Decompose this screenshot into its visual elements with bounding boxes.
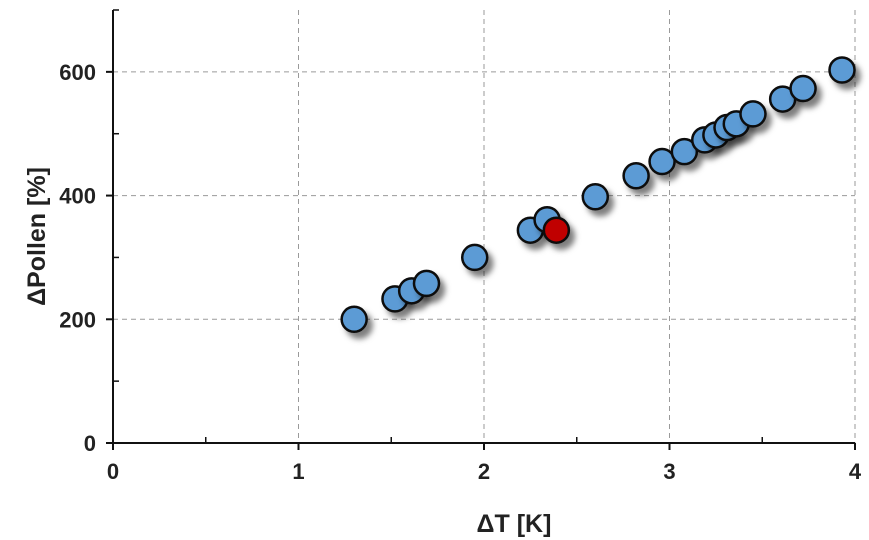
- data-point: [581, 183, 610, 211]
- data-point: [340, 305, 368, 334]
- data-point: [670, 137, 699, 166]
- y-axis-title: ΔPollen [%]: [23, 167, 51, 306]
- data-point: [460, 243, 489, 272]
- data-point: [622, 162, 650, 190]
- data-point: [542, 216, 571, 244]
- data-points: [340, 56, 856, 334]
- data-point: [789, 74, 817, 103]
- y-tick-label: 600: [59, 60, 96, 85]
- y-tick-label: 400: [59, 184, 96, 209]
- x-tick-label: 4: [849, 459, 862, 484]
- data-point: [412, 269, 441, 298]
- x-tick-label: 0: [107, 459, 119, 484]
- tick-labels: 0 1 2 3 4 0 200 400 600: [59, 60, 862, 484]
- axes: [106, 9, 856, 450]
- x-axis-title: ΔT [K]: [477, 510, 552, 538]
- x-tick-label: 3: [663, 459, 675, 484]
- x-tick-label: 2: [478, 459, 490, 484]
- data-point: [739, 100, 767, 128]
- grid: [113, 10, 856, 443]
- y-tick-label: 0: [84, 431, 96, 456]
- data-point: [648, 147, 676, 176]
- y-tick-label: 200: [59, 307, 96, 332]
- x-tick-label: 1: [292, 459, 304, 484]
- data-point: [828, 56, 856, 84]
